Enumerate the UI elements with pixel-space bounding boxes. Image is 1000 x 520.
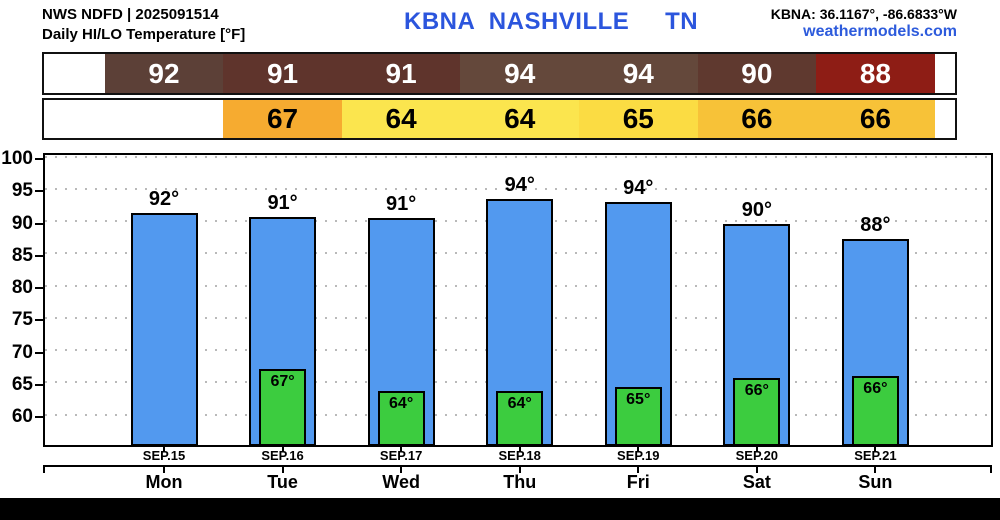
lo-bar (259, 369, 307, 447)
hi-bar-label: 94° (504, 173, 535, 196)
y-tick-label: 85 (11, 244, 33, 266)
lo-bar-label: 66° (863, 379, 888, 397)
lo-value-cell: 66 (697, 100, 817, 138)
hi-bar-label: 90° (741, 198, 772, 221)
lo-bar (851, 375, 899, 447)
day-axis-end-tick (43, 465, 45, 473)
day-label: Fri (626, 472, 650, 492)
header-right-block: KBNA: 36.1167°, -86.6833°W weathermodels… (771, 5, 957, 41)
day-axis-line (43, 465, 992, 467)
day-tick (281, 465, 284, 473)
day-tick (755, 465, 758, 473)
model-run-line: NWS NDFD | 2025091514 (42, 6, 219, 23)
y-tick-label: 70 (11, 341, 33, 363)
hi-value-cell: 91 (341, 54, 461, 93)
hi-bar-label: 91° (267, 192, 298, 215)
lo-value-cell: 64 (341, 100, 461, 138)
date-label: SEP.15 (142, 448, 186, 463)
bottom-black-bar (0, 498, 1000, 520)
hi-value-cell: 88 (816, 54, 935, 93)
y-tick-label: 80 (11, 277, 33, 299)
day-label: Sun (858, 472, 893, 492)
hi-value-cell: 91 (223, 54, 342, 93)
hi-bar (130, 213, 198, 447)
day-tick (400, 465, 403, 473)
day-label: Thu (503, 472, 537, 492)
lo-bar-label: 64° (507, 395, 532, 413)
date-label: SEP.17 (379, 448, 423, 463)
day-tick (637, 465, 640, 473)
y-tick-label: 100 (1, 148, 33, 170)
y-tick-90 (35, 222, 44, 225)
lo-bar-label: 64° (389, 395, 414, 413)
model-run-header: NWS NDFD | 2025091514 Daily HI/LO Tempera… (42, 5, 245, 45)
y-tick-label: 95 (11, 180, 33, 202)
hi-value-cell: 92 (104, 54, 224, 93)
day-label: Mon (145, 472, 183, 492)
day-tick (163, 465, 165, 473)
hi-value-cell: 94 (578, 54, 698, 93)
lo-bar-label: 66° (744, 382, 769, 400)
date-tick (874, 446, 877, 452)
day-tick (518, 465, 521, 473)
hi-bar-label: 92° (148, 188, 180, 211)
y-tick-80 (35, 287, 44, 290)
hi-bar-label: 88° (860, 214, 891, 237)
hi-value-cell: 94 (460, 54, 579, 93)
lo-value-cell: 66 (816, 100, 935, 138)
day-label: Wed (382, 472, 420, 492)
date-label: SEP.21 (854, 448, 897, 463)
day-label: Tue (267, 472, 298, 492)
date-tick (518, 446, 521, 452)
hi-temperature-strip: 92 91 91 94 94 90 88 (42, 52, 957, 95)
y-tick-95 (35, 190, 44, 193)
date-label: SEP.19 (617, 448, 660, 463)
y-tick-label: 75 (11, 309, 33, 331)
gridline-100 (45, 155, 991, 158)
y-tick-label: 65 (11, 373, 33, 395)
lo-temperature-strip: 67 64 64 65 66 66 (42, 98, 957, 140)
lo-value-cell: 65 (578, 100, 698, 138)
date-label: SEP.16 (261, 448, 304, 463)
day-tick (874, 465, 877, 473)
date-tick (400, 446, 403, 452)
lo-bar (733, 378, 781, 447)
y-tick-65 (35, 383, 44, 386)
date-label: SEP.18 (498, 448, 541, 463)
product-title: Daily HI/LO Temperature [°F] (42, 26, 246, 43)
y-tick-70 (35, 351, 44, 354)
hi-bar-label: 94° (623, 176, 654, 199)
date-tick (755, 446, 758, 452)
y-tick-85 (35, 254, 44, 257)
station-coordinates: KBNA: 36.1167°, -86.6833°W (770, 6, 957, 22)
y-tick-label: 90 (11, 212, 33, 234)
date-label: SEP.20 (735, 448, 779, 463)
gridline-95 (45, 187, 991, 190)
lo-bar (377, 391, 425, 447)
lo-bar (614, 387, 662, 447)
station-title: KBNA NASHVILLE TN (404, 8, 699, 35)
y-tick-75 (35, 319, 44, 322)
hi-value-cell: 90 (697, 54, 817, 93)
lo-bar-label: 67° (270, 373, 295, 391)
y-tick-label: 60 (11, 406, 33, 427)
lo-value-cell: 67 (223, 100, 342, 138)
lo-bar (496, 391, 544, 447)
weathermodels-link[interactable]: weathermodels.com (803, 23, 957, 40)
y-tick-60 (35, 416, 44, 418)
lo-value-cell: 64 (460, 100, 579, 138)
date-tick (637, 446, 640, 452)
hi-bar-label: 91° (386, 192, 417, 215)
day-axis-end-tick (990, 465, 992, 473)
y-tick-100 (35, 158, 44, 161)
date-tick (163, 446, 165, 452)
lo-bar-label: 65° (626, 391, 651, 409)
date-tick (281, 446, 284, 452)
day-label: Sat (742, 472, 771, 492)
